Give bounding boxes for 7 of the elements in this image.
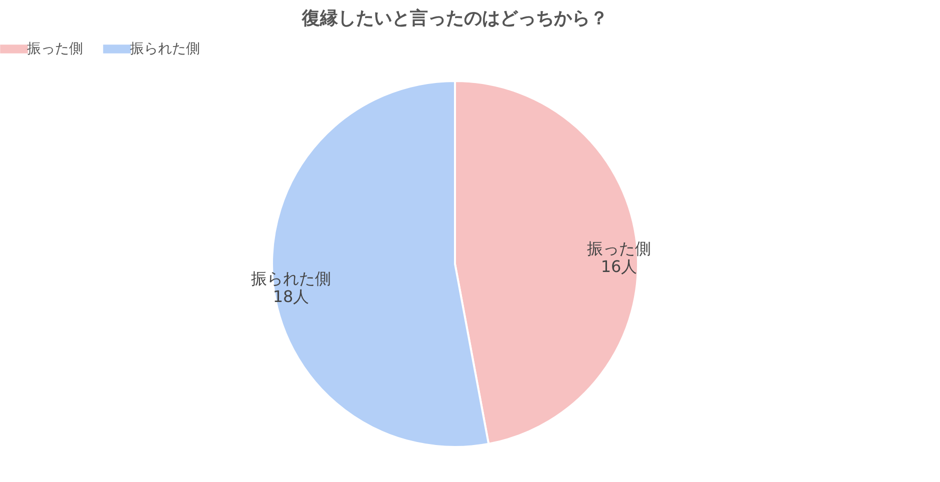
legend-label: 振られた側 <box>130 41 200 57</box>
slice-label: 振った側 <box>586 238 651 258</box>
slice-label: 振られた側 <box>251 269 332 288</box>
legend-label: 振った側 <box>27 41 83 57</box>
data-label: 16人 <box>600 256 638 276</box>
chart-title: 復縁したいと言ったのはどっちから？ <box>301 8 608 29</box>
data-label: 18人 <box>272 287 310 306</box>
